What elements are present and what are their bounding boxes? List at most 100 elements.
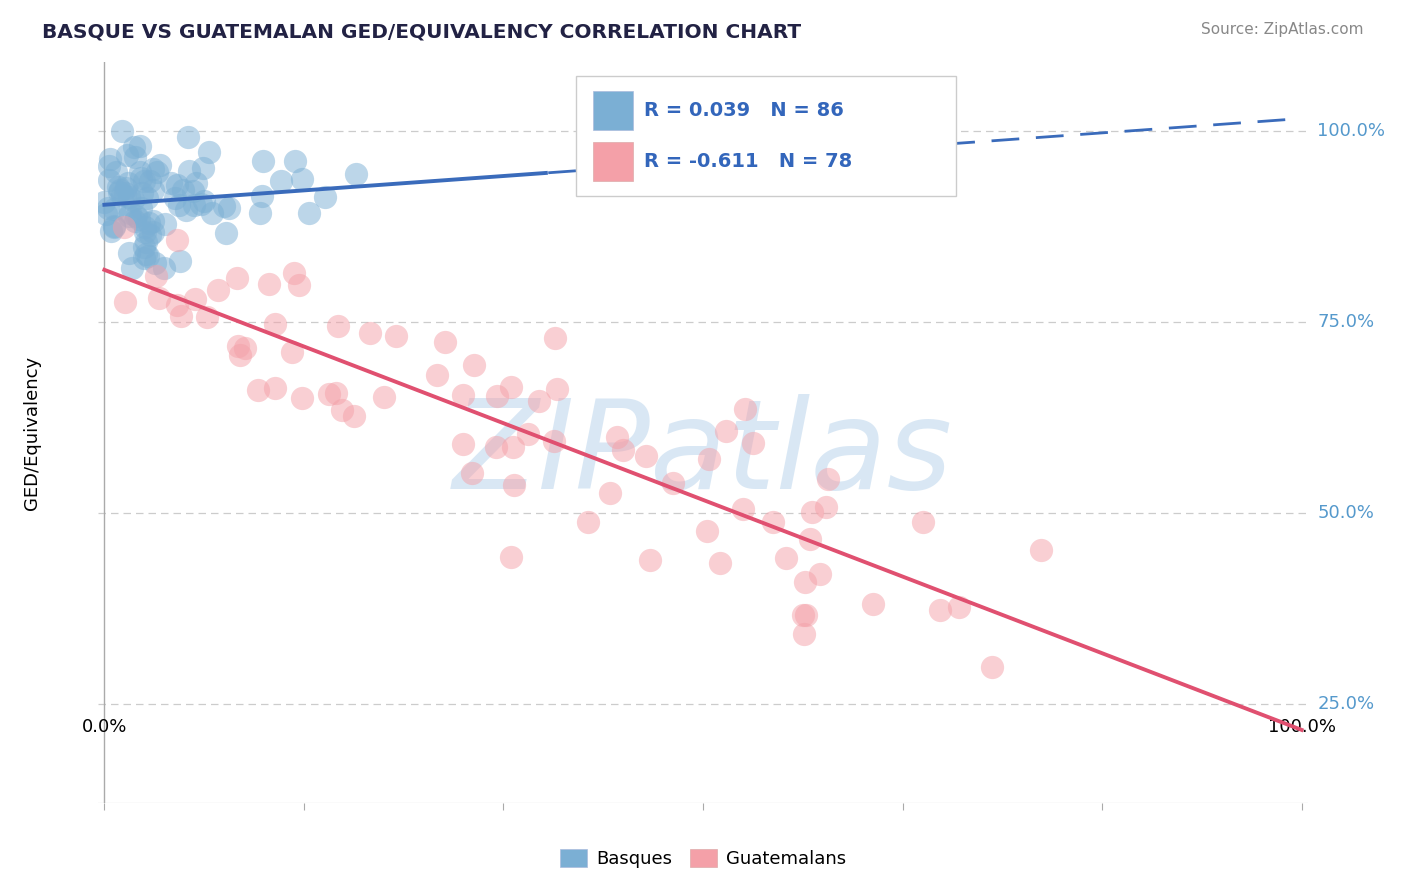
Point [198,145,221,159]
Point [111,123,134,137]
Point [191,161,214,176]
Point [166,298,188,312]
Point [114,186,136,201]
Point [169,198,191,212]
Point [731,501,754,516]
Point [193,194,215,209]
Point [451,388,474,402]
Point [499,549,522,564]
Point [177,129,200,144]
Point [111,188,134,202]
Text: R = 0.039   N = 86: R = 0.039 N = 86 [644,101,844,120]
Point [128,139,150,153]
Point [118,210,141,224]
Point [138,216,160,230]
Point [143,256,166,270]
Point [862,597,884,611]
Point [1031,542,1053,557]
Point [128,165,150,179]
Point [502,477,524,491]
Point [385,329,408,343]
Point [93,194,115,209]
Point [184,176,207,190]
Point [426,368,449,383]
Point [212,199,235,213]
Point [817,472,839,486]
Text: 75.0%: 75.0% [1317,313,1375,331]
Legend: Basques, Guatemalans: Basques, Guatemalans [553,841,853,875]
Point [502,440,524,454]
Point [148,291,170,305]
Point [229,348,252,362]
Point [169,254,191,268]
Point [599,486,621,500]
Point [576,515,599,529]
Point [325,385,347,400]
Point [134,219,156,234]
Point [662,475,685,490]
Point [288,277,311,292]
Point [114,181,136,195]
Point [174,202,197,217]
Point [516,427,538,442]
Point [120,206,142,220]
Point [815,500,838,515]
Point [314,190,336,204]
Point [226,270,249,285]
Text: R = -0.611   N = 78: R = -0.611 N = 78 [644,152,852,171]
Point [543,434,565,448]
Point [233,341,256,355]
Point [792,607,814,622]
Point [734,401,756,416]
Point [98,152,121,166]
Point [184,293,207,307]
Point [135,246,157,260]
Point [132,174,155,188]
Point [343,409,366,423]
Point [97,159,120,173]
Point [742,436,765,450]
Point [280,345,302,359]
Point [132,251,155,265]
Point [451,437,474,451]
Point [139,228,162,243]
Point [118,246,141,260]
Point [270,174,292,188]
Text: 0.0%: 0.0% [82,718,127,736]
Text: BASQUE VS GUATEMALAN GED/EQUIVALENCY CORRELATION CHART: BASQUE VS GUATEMALAN GED/EQUIVALENCY COR… [42,22,801,41]
Point [145,268,167,283]
Point [100,224,122,238]
Point [252,188,274,202]
Point [291,172,314,186]
Point [107,180,129,194]
Point [124,213,146,227]
Point [283,266,305,280]
Point [136,191,159,205]
Point [129,201,152,215]
Point [373,390,395,404]
Point [928,603,950,617]
Point [115,148,138,162]
Point [801,505,824,519]
Point [132,240,155,254]
Point [697,452,720,467]
Point [793,627,815,641]
Point [122,193,145,207]
Point [195,310,218,325]
Point [264,317,287,331]
Point [249,206,271,220]
Text: ZIPatlas: ZIPatlas [453,394,953,516]
Point [136,249,159,263]
Point [252,153,274,168]
Point [207,284,229,298]
Point [166,178,188,193]
Point [330,402,353,417]
Point [128,211,150,226]
Text: 100.0%: 100.0% [1268,718,1336,736]
Point [544,331,567,345]
Point [246,383,269,397]
Point [105,164,128,178]
Point [153,217,176,231]
Point [117,176,139,190]
Point [142,162,165,177]
